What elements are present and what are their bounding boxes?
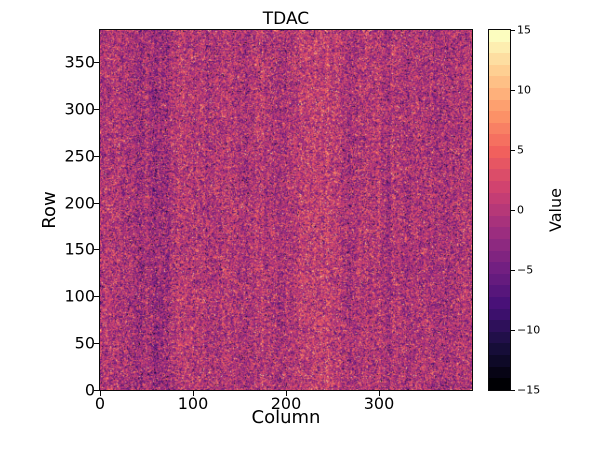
colorbar-tick-label: −10 (517, 323, 541, 337)
y-axis-tick-mark (94, 61, 99, 63)
colorbar-band (489, 180, 510, 193)
y-axis-tick-label: 100 (64, 286, 95, 306)
colorbar-tick-mark (511, 90, 515, 91)
colorbar-band (489, 76, 510, 89)
colorbar-tick-mark (511, 330, 515, 331)
y-axis-tick-label: 300 (64, 99, 95, 119)
colorbar-band (489, 204, 510, 216)
y-axis-tick-label: 0 (84, 380, 95, 400)
colorbar-band (489, 64, 510, 77)
colorbar-band (489, 378, 510, 390)
colorbar-band (489, 192, 510, 205)
colorbar-band (489, 157, 510, 170)
y-axis-tick-label: 50 (74, 333, 95, 353)
colorbar-band (489, 262, 510, 274)
plot-area (99, 29, 473, 391)
x-axis-tick-label: 0 (94, 394, 106, 413)
y-axis-tick-label: 250 (64, 146, 95, 166)
y-axis-tick-mark (94, 202, 99, 204)
colorbar-band (489, 331, 510, 344)
colorbar-tick-label: 5 (517, 143, 524, 157)
colorbar (488, 29, 511, 391)
colorbar-band (489, 53, 510, 65)
colorbar-band (489, 30, 510, 42)
y-axis-tick-label: 150 (64, 239, 95, 259)
colorbar-band (489, 215, 510, 228)
x-axis-title: Column (251, 407, 321, 428)
colorbar-tick-label: −5 (517, 263, 534, 277)
colorbar-band (489, 320, 510, 332)
plot-title: TDAC (262, 9, 310, 29)
colorbar-tick-label: −15 (517, 383, 541, 397)
colorbar-tick-mark (511, 30, 515, 31)
heatmap-canvas (100, 30, 472, 390)
y-axis-tick-mark (94, 343, 99, 345)
x-axis-tick-mark (100, 391, 101, 396)
colorbar-band (489, 366, 510, 379)
colorbar-band (489, 297, 510, 309)
x-axis-tick-label: 300 (363, 394, 395, 413)
colorbar-tick-mark (511, 210, 515, 211)
colorbar-band (489, 238, 510, 251)
colorbar-tick-label: 15 (517, 23, 531, 37)
y-axis-tick-mark (94, 108, 99, 110)
x-axis-tick-mark (193, 391, 194, 396)
colorbar-band (489, 41, 510, 54)
x-axis-tick-mark (379, 391, 380, 396)
colorbar-band (489, 308, 510, 321)
colorbar-tick-mark (511, 150, 515, 151)
y-axis-tick-mark (94, 249, 99, 251)
colorbar-tick-label: 0 (517, 203, 524, 217)
colorbar-band (489, 343, 510, 356)
colorbar-tick-mark (511, 390, 515, 391)
colorbar-band (489, 146, 510, 158)
colorbar-band (489, 122, 510, 135)
y-axis-tick-label: 350 (64, 52, 95, 72)
colorbar-tick-label: 10 (517, 83, 531, 97)
colorbar-band (489, 227, 510, 239)
y-axis-tick-label: 200 (64, 192, 95, 212)
x-axis-tick-label: 100 (177, 394, 209, 413)
colorbar-band (489, 111, 510, 123)
colorbar-title: Value (546, 188, 565, 232)
x-axis-tick-mark (286, 391, 287, 396)
colorbar-band (489, 99, 510, 112)
y-axis-tick-mark (94, 155, 99, 157)
x-axis-tick-label: 200 (270, 394, 302, 413)
colorbar-band (489, 134, 510, 147)
y-axis-tick-mark (94, 390, 99, 391)
colorbar-band (489, 169, 510, 181)
colorbar-band (489, 355, 510, 367)
colorbar-band (489, 88, 510, 100)
colorbar-band (489, 285, 510, 298)
colorbar-band (489, 273, 510, 286)
colorbar-band (489, 250, 510, 263)
colorbar-tick-mark (511, 270, 515, 271)
y-axis-tick-mark (94, 296, 99, 298)
